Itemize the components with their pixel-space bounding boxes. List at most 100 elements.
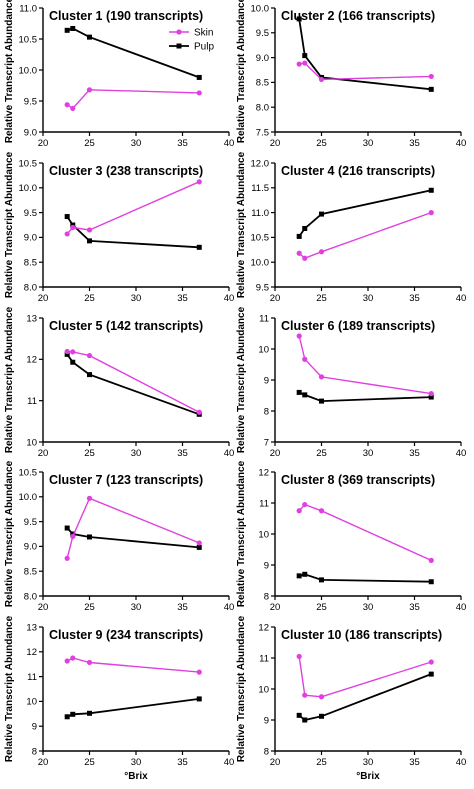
data-point-pulp [70,711,76,717]
y-tick-label: 9.5 [24,517,37,528]
panel-cluster-4: 9.5 10.0 10.5 11.0 11.5 12.0 20 25 30 35 40 Cluster… [236,151,466,304]
panel-cluster-2: 7.5 8.0 8.5 9.0 9.5 10.0 20 25 30 35 40 Cluster 2 (… [236,0,466,149]
panel-cluster-3: 8.0 8.5 9.0 9.5 10.0 10.5 20 25 30 35 40 Cluster 3 … [4,151,234,304]
data-point-pulp [302,717,308,723]
x-tick-label: 25 [84,293,95,304]
data-point-skin [428,73,434,80]
data-point-pulp [296,389,302,395]
data-point-pulp [70,359,76,365]
series-line-pulp [298,391,432,403]
y-tick-label: 9.0 [24,233,37,244]
data-point-pulp [87,710,92,716]
y-axis-label: Relative Transcript Abundance [4,0,15,143]
data-point-skin [196,90,202,96]
series-line-skin [298,335,432,395]
data-point-pulp [428,394,434,400]
data-point-skin [318,76,325,83]
x-tick-label: 40 [456,293,467,304]
y-tick-label: 10 [258,344,269,355]
panel-cluster-7: 8.0 8.5 9.0 9.5 10.0 10.5 20 25 30 35 40 Cluster 7 … [4,460,234,613]
data-point-skin [64,231,70,237]
data-point-pulp [64,351,70,357]
y-tick-label: 9 [264,375,269,386]
data-point-skin [86,659,93,666]
panel-cluster-8: 8 9 10 11 12 20 25 30 35 40 Cluster 8 (369 transcr… [236,460,466,613]
y-tick-label: 13 [26,622,37,633]
y-tick-label: 12 [26,355,37,366]
x-tick-label: 40 [456,448,467,459]
data-point-pulp [70,25,76,31]
data-point-skin [318,249,325,255]
data-point-skin [296,250,302,256]
y-axis-label: Relative Transcript Abundance [236,0,247,143]
data-point-skin [70,105,76,112]
data-point-pulp [196,74,202,80]
y-tick-label: 10 [26,697,37,708]
y-axis-label: Relative Transcript Abundance [4,306,15,453]
y-tick-label: 10.0 [251,3,270,14]
y-tick-label: 9.5 [24,96,37,107]
x-tick-label: 20 [270,138,281,149]
series-line-skin [298,503,432,562]
y-tick-label: 10.5 [19,34,38,45]
x-tick-label: 40 [456,138,467,149]
data-point-skin [196,179,202,185]
data-point-pulp [319,211,324,217]
data-point-skin [302,501,308,508]
y-tick-label: 10.5 [19,158,38,169]
data-point-skin [302,692,308,698]
legend-label-pulp: Pulp [194,42,214,53]
x-tick-label: 25 [316,757,327,768]
x-tick-label: 25 [316,602,327,613]
y-axis-label: Relative Transcript Abundance [236,615,247,762]
series-line-skin [298,656,432,698]
x-tick-label: 20 [38,757,49,768]
y-axis-label: Relative Transcript Abundance [4,151,15,298]
data-point-pulp [87,534,92,540]
legend-marker-pulp [176,43,182,49]
panel-cluster-1: 9.0 9.5 10.0 10.5 11.0 20 25 30 35 40 Cluster 1 (1… [4,0,234,149]
panel-title: Cluster 9 (234 transcripts) [49,628,203,642]
y-tick-label: 9.5 [256,28,269,39]
data-point-skin [302,255,308,261]
x-tick-label: 20 [270,293,281,304]
data-point-skin [70,533,76,540]
data-point-pulp [64,27,70,33]
data-point-skin [70,655,76,661]
y-axis-label: Relative Transcript Abundance [236,151,247,298]
data-point-skin [302,356,308,362]
x-tick-label: 20 [38,602,49,613]
y-tick-label: 11 [259,498,269,509]
y-tick-label: 10.5 [251,233,270,244]
y-tick-label: 8.0 [24,282,37,293]
legend-label-skin: Skin [194,28,213,39]
data-point-skin [428,391,434,397]
data-point-skin [296,653,302,660]
y-tick-label: 12 [258,622,269,633]
y-tick-label: 9.5 [24,208,37,219]
data-point-skin [302,60,308,66]
x-axis-label: °Brix [124,771,148,782]
y-tick-label: 12.0 [251,158,270,169]
y-tick-label: 8 [264,591,269,602]
y-tick-label: 11.0 [251,208,269,219]
panel-title: Cluster 1 (190 transcripts) [49,9,203,23]
x-tick-label: 40 [224,448,235,459]
y-tick-label: 10.0 [19,65,38,76]
y-tick-label: 8.5 [24,567,37,578]
y-tick-label: 11 [259,313,269,324]
series-line-skin [298,211,432,260]
series-line-pulp [298,573,432,583]
data-point-pulp [428,86,434,92]
y-axis-label: Relative Transcript Abundance [4,460,15,607]
data-point-skin [64,102,70,108]
x-axis-label: °Brix [356,771,380,782]
panel-cluster-9: 8 9 10 11 12 13 20 25 30 35 40 Cluster 9 (234 trans… [4,615,234,782]
x-tick-label: 30 [131,448,142,459]
data-point-pulp [87,372,92,378]
data-point-pulp [319,398,324,404]
y-tick-label: 8.5 [24,258,37,269]
data-point-skin [196,540,202,546]
y-axis-label: Relative Transcript Abundance [4,615,15,762]
